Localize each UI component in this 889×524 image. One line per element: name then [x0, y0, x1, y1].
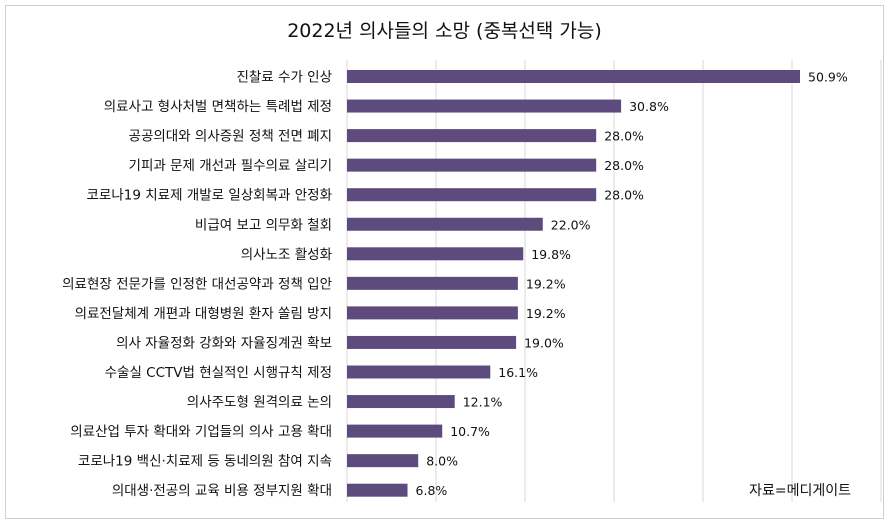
- source-note: 자료=메디게이트: [749, 483, 851, 499]
- bar: [347, 129, 597, 143]
- category-label: 의료전달체계 개편과 대형병원 환자 쏠림 방지: [75, 306, 332, 322]
- data-label: 50.9%: [808, 70, 848, 85]
- data-label: 30.8%: [629, 99, 669, 114]
- category-label: 의대생·전공의 교육 비용 정부지원 확대: [112, 483, 332, 499]
- bar: [347, 483, 408, 497]
- category-label: 공공의대와 의사증원 정책 전면 폐지: [129, 129, 332, 145]
- category-label: 코로나19 치료제 개발로 일상회복과 안정화: [87, 188, 332, 204]
- data-label: 8.0%: [426, 454, 458, 469]
- bar: [347, 424, 443, 438]
- data-label: 10.7%: [450, 424, 490, 439]
- bar: [347, 158, 597, 172]
- data-label: 19.2%: [526, 306, 566, 321]
- chart-title: 2022년 의사들의 소망 (중복선택 가능): [287, 20, 602, 42]
- category-label: 진찰료 수가 인상: [236, 70, 332, 86]
- bar: [347, 217, 543, 231]
- bar: [347, 70, 801, 83]
- category-label: 의사주도형 원격의료 논의: [187, 395, 332, 411]
- bar: [347, 306, 518, 320]
- data-label: 28.0%: [604, 129, 644, 144]
- data-label: 28.0%: [604, 158, 644, 173]
- data-label: 19.0%: [524, 335, 564, 350]
- bar: [347, 335, 517, 349]
- category-label: 의사 자율정화 강화와 자율징계권 확보: [116, 335, 332, 351]
- chart-frame: [5, 5, 884, 519]
- bar: [347, 454, 419, 468]
- data-label: 28.0%: [604, 188, 644, 203]
- category-label: 의료현장 전문가를 인정한 대선공약과 정책 입안: [62, 276, 332, 292]
- bar: [347, 365, 491, 379]
- data-label: 16.1%: [498, 365, 538, 380]
- category-label: 의료산업 투자 확대와 기업들의 의사 고용 확대: [70, 424, 332, 440]
- category-label: 기피과 문제 개선과 필수의료 살리기: [129, 158, 332, 174]
- bar: [347, 276, 518, 290]
- category-label: 의사노조 활성화: [241, 247, 332, 263]
- data-label: 22.0%: [551, 217, 591, 232]
- bar: [347, 99, 622, 113]
- category-label: 수술실 CCTV법 현실적인 시행규칙 제정: [105, 365, 332, 381]
- category-label: 의료사고 형사처벌 면책하는 특례법 제정: [104, 99, 332, 115]
- category-label: 비급여 보고 의무화 철회: [195, 217, 332, 233]
- bar: [347, 395, 455, 409]
- data-label: 6.8%: [416, 483, 448, 498]
- data-label: 19.8%: [531, 247, 571, 262]
- category-label: 코로나19 백신·치료제 등 동네의원 참여 지속: [78, 454, 332, 470]
- data-label: 12.1%: [463, 395, 503, 410]
- data-label: 19.2%: [526, 276, 566, 291]
- bar: [347, 247, 524, 261]
- bar: [347, 188, 597, 202]
